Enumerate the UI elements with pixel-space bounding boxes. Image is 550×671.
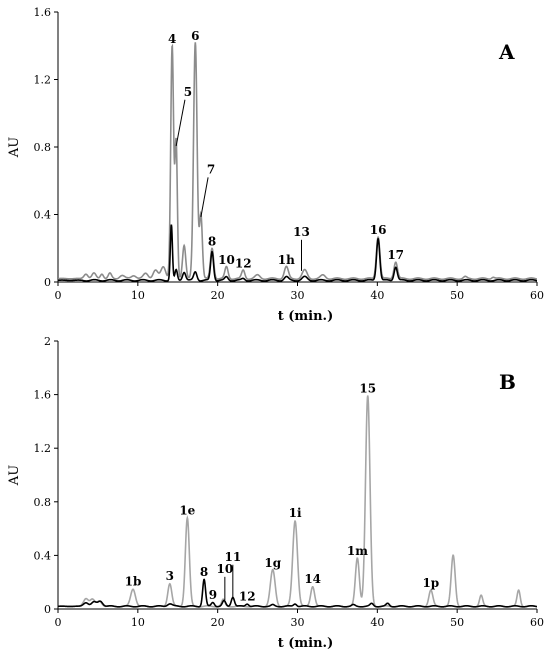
x-tick-label: 20: [211, 289, 225, 302]
y-tick-label: 1.2: [34, 74, 52, 87]
y-tick-label: 0.4: [34, 549, 52, 562]
peak-label-8: 8: [208, 235, 216, 249]
peak-label-1m: 1m: [347, 544, 368, 558]
peak-label-11: 11: [224, 550, 241, 564]
peak-label-17: 17: [387, 248, 404, 262]
y-tick-label: 0.8: [34, 496, 52, 509]
y-tick-label: 1.2: [34, 442, 52, 455]
peak-label-16: 16: [370, 223, 387, 237]
peak-label-6: 6: [191, 29, 199, 43]
x-tick-label: 40: [370, 289, 384, 302]
x-tick-label: 30: [291, 289, 305, 302]
peak-label-1b: 1b: [125, 575, 142, 589]
peak-label-8: 8: [200, 565, 208, 579]
y-tick-label: 1.6: [34, 6, 52, 19]
peak-label-1e: 1e: [179, 504, 195, 518]
x-axis-label: t (min.): [278, 309, 334, 324]
peak-label-15: 15: [359, 382, 376, 396]
x-tick-label: 0: [55, 289, 62, 302]
y-axis-label: AU: [7, 465, 22, 486]
peak-label-12: 12: [239, 589, 256, 603]
series-line-gray: [58, 42, 537, 281]
y-tick-label: 0: [44, 603, 51, 616]
peak-label-1i: 1i: [289, 506, 302, 520]
x-tick-label: 20: [211, 616, 225, 629]
peak-label-3: 3: [166, 569, 174, 583]
x-tick-label: 10: [131, 616, 145, 629]
y-tick-label: 0.8: [34, 141, 52, 154]
panel-b: 00.40.81.21.620 10 20 30 40 50 60t (min.)AUB1b…: [7, 335, 544, 651]
y-tick-label: 0.4: [34, 209, 52, 222]
peak-leader-line: [200, 177, 209, 217]
x-tick-label: 10: [131, 289, 145, 302]
peak-label-1p: 1p: [422, 576, 439, 590]
series-line-gray: [58, 395, 537, 608]
series-line-black: [58, 224, 537, 282]
peak-label-4: 4: [168, 32, 176, 46]
series-line-black: [58, 578, 537, 608]
peak-label-9: 9: [209, 588, 217, 602]
y-tick-label: 1.6: [34, 389, 52, 402]
x-axis-label: t (min.): [278, 636, 334, 651]
x-tick-label: 50: [450, 616, 464, 629]
x-tick-label: 30: [291, 616, 305, 629]
peak-label-13: 13: [293, 225, 310, 239]
y-axis-label: AU: [7, 137, 22, 158]
peak-label-5: 5: [184, 85, 192, 99]
x-tick-label: 60: [530, 289, 544, 302]
peak-label-1g: 1g: [264, 556, 281, 570]
x-tick-label: 60: [530, 616, 544, 629]
x-tick-label: 40: [370, 616, 384, 629]
y-tick-label: 2: [44, 335, 51, 348]
panel-label: B: [499, 370, 516, 394]
peak-label-1h: 1h: [278, 253, 295, 267]
panel-label: A: [498, 40, 515, 64]
peak-label-10: 10: [217, 562, 234, 576]
peak-label-14: 14: [304, 572, 321, 586]
peak-label-10: 10: [218, 253, 235, 267]
x-tick-label: 50: [450, 289, 464, 302]
peak-label-12: 12: [235, 257, 252, 271]
panel-a: 0 0.4 0.8 1.2 1.6 0 10 20 30 40 50 60 t (min.) AU A 4 6 5…: [7, 6, 544, 324]
peak-label-7: 7: [207, 162, 215, 176]
peak-leader-line: [175, 99, 186, 147]
x-tick-label: 0: [55, 616, 62, 629]
y-tick-label: 0: [44, 276, 51, 289]
